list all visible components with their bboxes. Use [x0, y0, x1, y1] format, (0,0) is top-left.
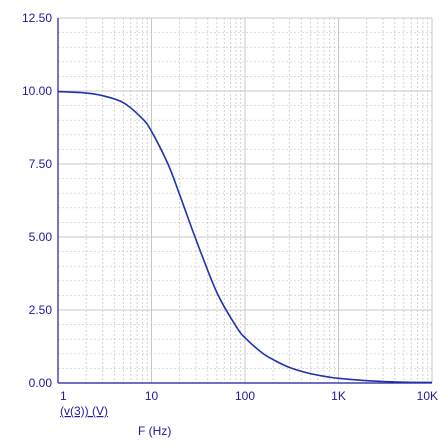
x-tick-label: 100: [235, 389, 255, 403]
x-axis-title: F (Hz): [138, 424, 171, 438]
y-tick-label: 10.00: [22, 84, 52, 98]
y-tick-label: 12.50: [22, 11, 52, 25]
labels-layer: 0.00 2.50 5.00 7.50 10.00 12.50 1 10 100 1K 10K (v(…: [22, 11, 438, 438]
x-tick-label: 1K: [331, 389, 346, 403]
y-tick-label: 0.00: [29, 376, 53, 390]
series-line: [57, 90, 433, 384]
y-tick-label: 5.00: [29, 230, 53, 244]
axes-layer: [57, 18, 432, 384]
x-tick-label: 10: [145, 389, 159, 403]
x-tick-label: 1: [60, 389, 67, 403]
x-tick-label: 10K: [417, 389, 438, 403]
series-layer: [57, 90, 433, 384]
y-tick-label: 7.50: [29, 157, 53, 171]
y-tick-label: 2.50: [29, 303, 53, 317]
series-legend-label: (v(3)) (V): [60, 404, 108, 418]
grid-layer: [57, 17, 433, 384]
